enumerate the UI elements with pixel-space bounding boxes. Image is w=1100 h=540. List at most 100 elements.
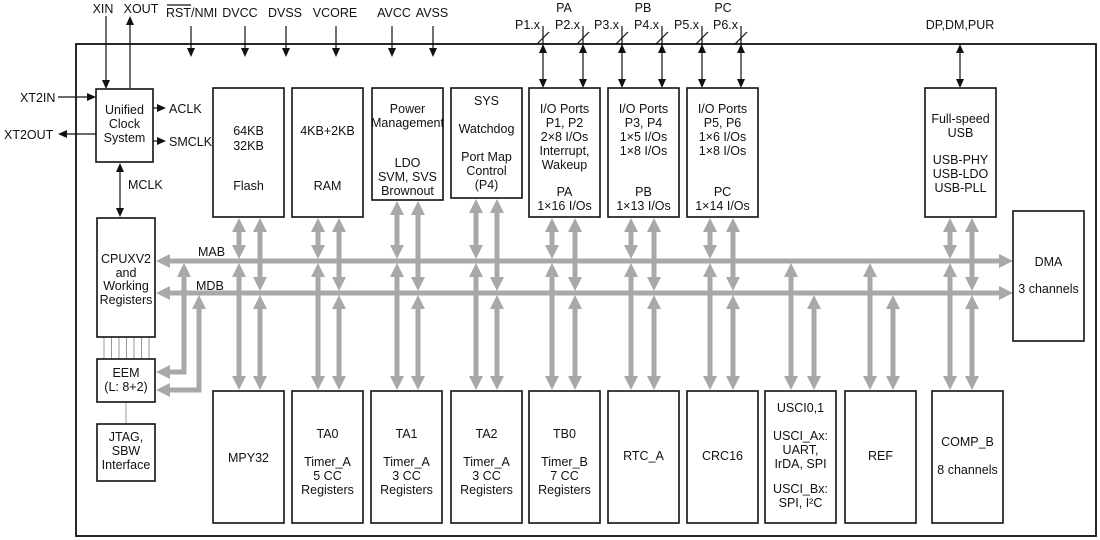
bus-arrowhead xyxy=(253,277,267,291)
bus-arrowhead xyxy=(624,376,638,390)
bus-arrowhead xyxy=(390,201,404,215)
block-ta1 xyxy=(370,390,443,524)
mab-label: MAB xyxy=(198,245,225,259)
block-sys xyxy=(450,87,523,199)
block-pc-label: P5, P6 xyxy=(704,116,742,130)
block-flash-label: 64KB xyxy=(233,124,264,138)
bus-arrowhead xyxy=(253,218,267,232)
block-ta1-label: Timer_A xyxy=(383,455,430,469)
block-pb-label: I/O Ports xyxy=(619,102,668,116)
bus-arrowhead xyxy=(390,245,404,259)
block-comp-label: COMP_B xyxy=(941,435,994,449)
bus-arrowhead xyxy=(726,295,740,309)
mclk-arrow-icon xyxy=(116,208,124,217)
bus-arrowhead xyxy=(332,376,346,390)
block-usb-label: Full-speed xyxy=(931,112,989,126)
block-usci-label: IrDA, SPI xyxy=(774,457,826,471)
block-tb0-label: Timer_B xyxy=(541,455,588,469)
bus-arrowhead xyxy=(784,263,798,277)
bus-arrowhead xyxy=(863,376,877,390)
pin-dvcc: DVCC xyxy=(222,6,257,20)
block-pa-label: P1, P2 xyxy=(546,116,584,130)
block-ta1-label: TA1 xyxy=(396,427,418,441)
bus-arrowhead xyxy=(703,263,717,277)
block-pb-label: P3, P4 xyxy=(625,116,663,130)
block-pc-label: I/O Ports xyxy=(698,102,747,116)
bus-arrowhead xyxy=(703,218,717,232)
p4-arrow-icon xyxy=(658,44,666,53)
block-usci-label: UART, xyxy=(783,443,819,457)
bus-arrowhead xyxy=(490,295,504,309)
bus-arrowhead xyxy=(965,295,979,309)
bus-arrowhead xyxy=(253,376,267,390)
bus-arrowhead xyxy=(545,376,559,390)
block-ta1-label: 3 CC xyxy=(392,469,420,483)
block-power-label: SVM, SVS xyxy=(378,170,437,184)
bus-arrowhead xyxy=(703,376,717,390)
bus-arrowhead xyxy=(726,218,740,232)
bus-arrowhead xyxy=(192,295,206,309)
port-group-pa: PA xyxy=(556,1,572,15)
pin-p5: P5.x xyxy=(674,18,700,32)
bus-arrowhead xyxy=(490,376,504,390)
bus-arrowhead xyxy=(332,295,346,309)
block-ta0-label: Registers xyxy=(301,483,354,497)
block-clock-label: Clock xyxy=(109,117,141,131)
bus-arrowhead xyxy=(311,263,325,277)
block-rtc-label: RTC_A xyxy=(623,449,664,463)
block-clock-label: System xyxy=(104,131,146,145)
block-cpu-label: Working xyxy=(103,279,149,293)
vcore-arrow-icon xyxy=(332,48,340,57)
block-flash-label: 32KB xyxy=(233,139,264,153)
bus-arrowhead xyxy=(490,199,504,213)
block-crc-label: CRC16 xyxy=(702,449,743,463)
bus-arrowhead xyxy=(886,295,900,309)
block-pb-label: 1×13 I/Os xyxy=(616,199,671,213)
block-jtag-label: Interface xyxy=(102,458,151,472)
pin-dvss: DVSS xyxy=(268,6,302,20)
block-ta0-label: TA0 xyxy=(317,427,339,441)
bus-arrowhead xyxy=(647,218,661,232)
bus-arrowhead xyxy=(469,263,483,277)
block-cpu xyxy=(96,217,156,338)
block-usci-label: USCI0,1 xyxy=(777,401,824,415)
block-dma xyxy=(1012,210,1085,342)
p6-arrow-icon xyxy=(737,79,745,88)
block-sys-label: Watchdog xyxy=(459,122,515,136)
xout-arrow-icon xyxy=(126,16,134,25)
block-pc-label: PC xyxy=(714,185,731,199)
block-comp xyxy=(931,390,1004,524)
block-ram xyxy=(291,87,364,218)
bus-arrowhead xyxy=(726,376,740,390)
bus-arrowhead xyxy=(469,245,483,259)
mdb-arrow-cpu xyxy=(156,286,170,300)
bus-arrowhead xyxy=(469,376,483,390)
pin-vcore: VCORE xyxy=(313,6,357,20)
block-jtag-label: SBW xyxy=(112,444,141,458)
block-jtag-label: JTAG, xyxy=(109,430,144,444)
xt2out-arrow-icon xyxy=(58,130,67,138)
block-pc xyxy=(686,87,759,218)
block-usci-label: USCI_Ax: xyxy=(773,429,828,443)
avcc-arrow-icon xyxy=(388,48,396,57)
block-usci-label: SPI, I²C xyxy=(779,496,823,510)
dvss-arrow-icon xyxy=(282,48,290,57)
bus-arrowhead xyxy=(390,376,404,390)
usb-arrow-icon xyxy=(956,79,964,88)
p5-arrow-icon xyxy=(698,44,706,53)
block-jtag xyxy=(96,423,156,482)
bus-arrowhead xyxy=(624,218,638,232)
block-ta0 xyxy=(291,390,364,524)
block-usci xyxy=(764,390,837,524)
block-tb0 xyxy=(528,390,601,524)
pin-aclk: ACLK xyxy=(169,102,202,116)
block-flash xyxy=(212,87,285,218)
pin-mclk: MCLK xyxy=(128,178,163,192)
eem-mdb-tap xyxy=(170,307,202,393)
block-ta2-label: Timer_A xyxy=(463,455,510,469)
block-tb0-label: TB0 xyxy=(553,427,576,441)
block-pb-label: 1×8 I/Os xyxy=(620,144,668,158)
bus-arrowhead xyxy=(624,245,638,259)
